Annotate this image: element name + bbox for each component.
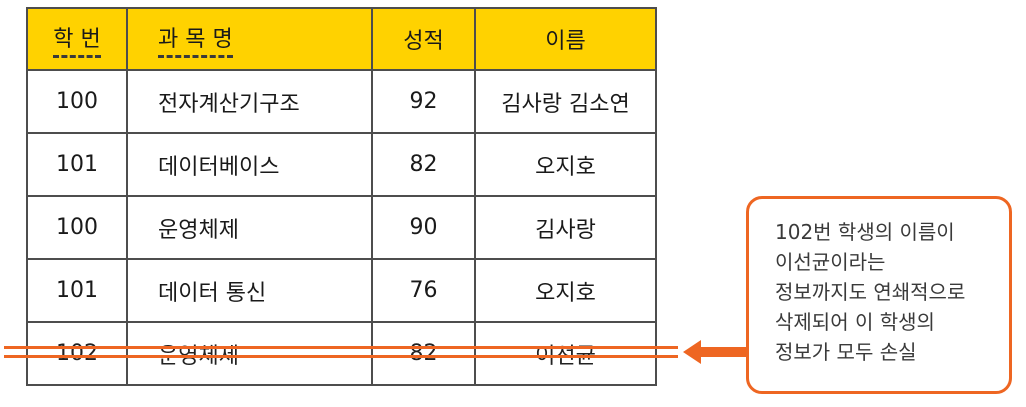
cell-course-name: 데이터 통신 [126, 258, 373, 323]
header-student-id: 학 번 [26, 7, 128, 71]
table-row: 101 데이터 통신 76 오지호 [26, 258, 657, 323]
deletion-anomaly-callout: 102번 학생의 이름이 이선균이라는 정보까지도 연쇄적으로 삭제되어 이 학… [746, 196, 1012, 394]
header-student-id-label: 학 번 [53, 21, 101, 58]
cell-name: 김사랑 김소연 [474, 69, 657, 134]
table-row: 100 전자계산기구조 92 김사랑 김소연 [26, 69, 657, 134]
cell-student-id: 100 [26, 195, 128, 260]
strikethrough-line-upper [4, 346, 678, 349]
cell-course-name: 운영체제 [126, 195, 373, 260]
callout-line: 정보가 모두 손실 [775, 340, 917, 364]
left-arrow-icon [683, 340, 701, 364]
callout-line: 정보까지도 연쇄적으로 [775, 280, 966, 304]
strikethrough-line-lower [4, 355, 678, 358]
header-course-name-label: 과 목 명 [158, 21, 233, 58]
cell-course-name: 데이터베이스 [126, 132, 373, 197]
deleted-table-row: 102 운영체제 82 이선균 [26, 321, 657, 386]
table-row: 101 데이터베이스 82 오지호 [26, 132, 657, 197]
callout-line: 삭제되어 이 학생의 [775, 310, 935, 334]
header-name: 이름 [474, 7, 657, 71]
cell-name: 김사랑 [474, 195, 657, 260]
cell-student-id: 101 [26, 258, 128, 323]
cell-grade: 92 [371, 69, 476, 134]
cell-grade: 76 [371, 258, 476, 323]
cell-name: 오지호 [474, 132, 657, 197]
cell-grade: 82 [371, 321, 476, 386]
header-grade: 성적 [371, 7, 476, 71]
cell-course-name: 전자계산기구조 [126, 69, 373, 134]
arrow-shaft [700, 347, 746, 357]
cell-course-name: 운영체제 [126, 321, 373, 386]
cell-grade: 82 [371, 132, 476, 197]
cell-grade: 90 [371, 195, 476, 260]
student-course-table: 학 번 과 목 명 성적 이름 100 전자계산기구조 92 김사랑 김소연 1… [26, 7, 657, 386]
cell-student-id: 100 [26, 69, 128, 134]
table-row: 100 운영체제 90 김사랑 [26, 195, 657, 260]
callout-line: 102번 학생의 이름이 [775, 220, 955, 244]
cell-student-id: 102 [26, 321, 128, 386]
header-row: 학 번 과 목 명 성적 이름 [26, 7, 657, 71]
cell-name: 이선균 [474, 321, 657, 386]
cell-student-id: 101 [26, 132, 128, 197]
callout-line: 이선균이라는 [775, 250, 886, 274]
cell-name: 오지호 [474, 258, 657, 323]
header-course-name: 과 목 명 [126, 7, 373, 71]
